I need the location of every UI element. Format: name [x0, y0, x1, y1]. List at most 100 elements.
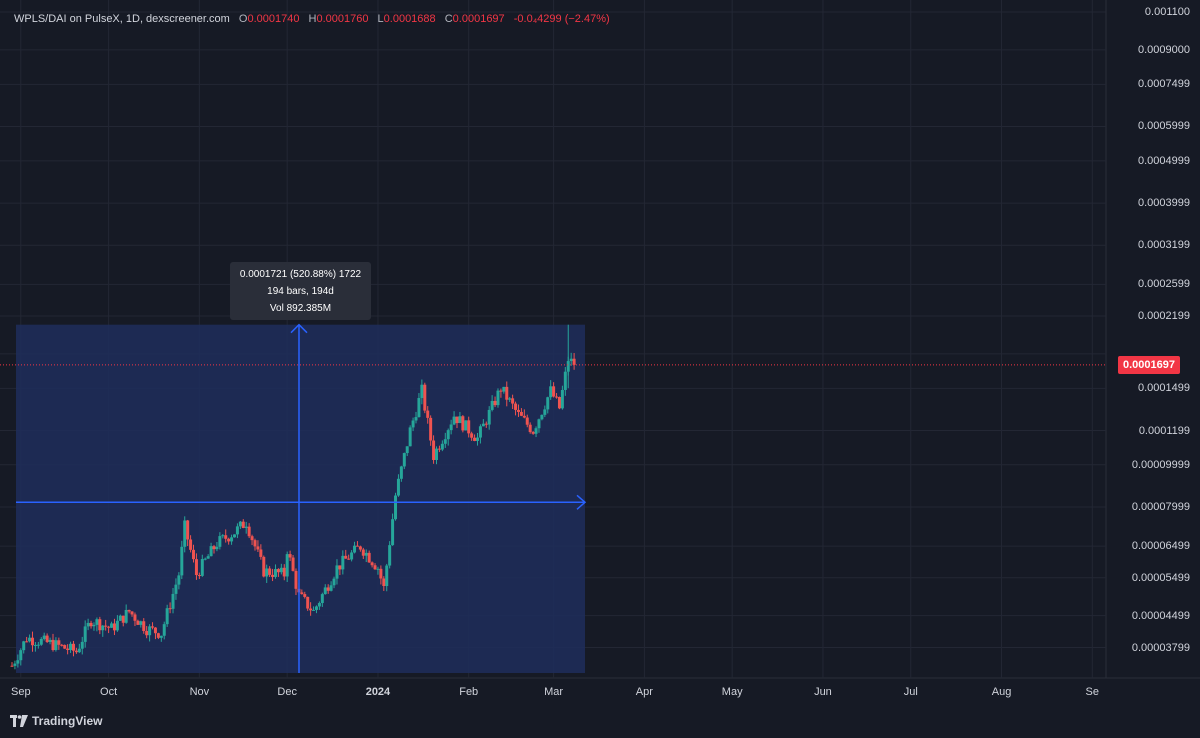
candle-body [241, 521, 245, 528]
candle-body [408, 427, 412, 447]
candle-body [487, 409, 491, 425]
time-tick-label: Mar [544, 686, 564, 698]
candle-body [80, 641, 84, 649]
candle-body [28, 637, 32, 642]
candle-body [312, 609, 316, 611]
candle-body [511, 398, 515, 404]
candle-body [282, 567, 286, 577]
candle-body [63, 645, 67, 649]
measure-vertical-arrow [290, 323, 308, 334]
candle-body [186, 520, 190, 540]
candle-body [244, 526, 248, 528]
time-tick-label: 2024 [365, 686, 391, 698]
candle-body [48, 639, 52, 642]
candle-body [534, 428, 538, 434]
candle-body [54, 640, 58, 651]
price-tick-label: 0.0007499 [1138, 78, 1190, 91]
candle-body [189, 539, 193, 550]
candle-body [411, 420, 415, 428]
candle-body [288, 554, 292, 558]
candle-body [148, 626, 152, 636]
candle-body [528, 424, 532, 433]
candle-body [89, 622, 93, 627]
candle-body [563, 371, 567, 390]
candle-body [531, 432, 535, 434]
candle-body [224, 535, 228, 539]
price-tick-label: 0.0001199 [1138, 424, 1190, 437]
candle-body [452, 416, 456, 425]
candle-body [101, 625, 105, 631]
candle-body [259, 549, 263, 557]
candle-body [303, 594, 307, 597]
candle-body [10, 665, 14, 667]
candle-body [364, 552, 368, 556]
price-tick-label: 0.0003999 [1138, 197, 1190, 210]
price-tick-label: 0.0005999 [1138, 120, 1190, 133]
candle-body [197, 575, 201, 577]
candle-body [77, 648, 81, 653]
candle-body [470, 433, 474, 438]
candle-body [540, 414, 544, 420]
candle-body [153, 627, 157, 634]
candle-body [543, 409, 547, 415]
candle-body [440, 443, 444, 450]
candle-body [212, 546, 216, 550]
candle-body [341, 555, 345, 570]
chart-legend: WPLS/DAI on PulseX, 1D, dexscreener.com … [14, 13, 610, 25]
candle-body [136, 620, 140, 625]
candle-body [496, 390, 500, 406]
tradingview-logo[interactable]: TradingView [10, 714, 102, 728]
price-tick-label: 0.00006499 [1131, 540, 1190, 553]
candle-body [121, 615, 125, 623]
candle-body [36, 644, 40, 646]
candle-body [335, 565, 339, 579]
price-tick-label: 0.0003199 [1138, 239, 1190, 252]
candle-body [30, 637, 34, 646]
candle-body [174, 584, 178, 594]
candle-body [271, 574, 275, 577]
time-tick-label: Se [1085, 686, 1100, 698]
candle-body [13, 663, 17, 666]
measure-tooltip-change: 0.0001721 (520.88%) 1722 [239, 269, 362, 280]
candle-body [493, 400, 497, 406]
candle-body [388, 545, 392, 566]
candle-body [555, 396, 559, 398]
candle-body [572, 358, 576, 365]
legend-low-label: L [377, 13, 384, 25]
candle-body [71, 643, 75, 651]
candle-body [473, 437, 477, 441]
candle-body [168, 608, 172, 610]
candle-body [446, 430, 450, 440]
candle-body [227, 538, 231, 542]
candle-body [522, 415, 526, 418]
candle-body [45, 635, 49, 642]
candle-body [516, 409, 520, 412]
candle-body [206, 556, 210, 559]
candle-body [162, 624, 166, 636]
candle-body [83, 626, 87, 642]
candle-body [107, 626, 111, 628]
candle-body [273, 569, 277, 577]
time-tick-label: Dec [277, 686, 297, 698]
candle-body [499, 390, 503, 392]
legend-symbol: WPLS/DAI on PulseX, 1D, dexscreener.com [14, 13, 230, 25]
measure-horizontal-arrow [576, 494, 587, 510]
candle-body [414, 417, 418, 421]
candle-body [33, 644, 37, 646]
candle-body [262, 556, 266, 577]
candle-body [309, 608, 313, 611]
candle-body [344, 555, 348, 559]
candle-body [92, 624, 96, 627]
candle-body [537, 419, 541, 429]
candle-body [560, 389, 564, 409]
candle-body [171, 593, 175, 609]
candle-body [130, 611, 134, 615]
candle-body [358, 546, 362, 550]
candle-body [367, 552, 371, 563]
candle-body [51, 639, 55, 651]
candle-body [370, 562, 374, 566]
price-tick-label: 0.00005499 [1131, 571, 1190, 584]
legend-open-label: O [238, 13, 248, 25]
price-tick-label: 0.0002599 [1138, 278, 1190, 291]
